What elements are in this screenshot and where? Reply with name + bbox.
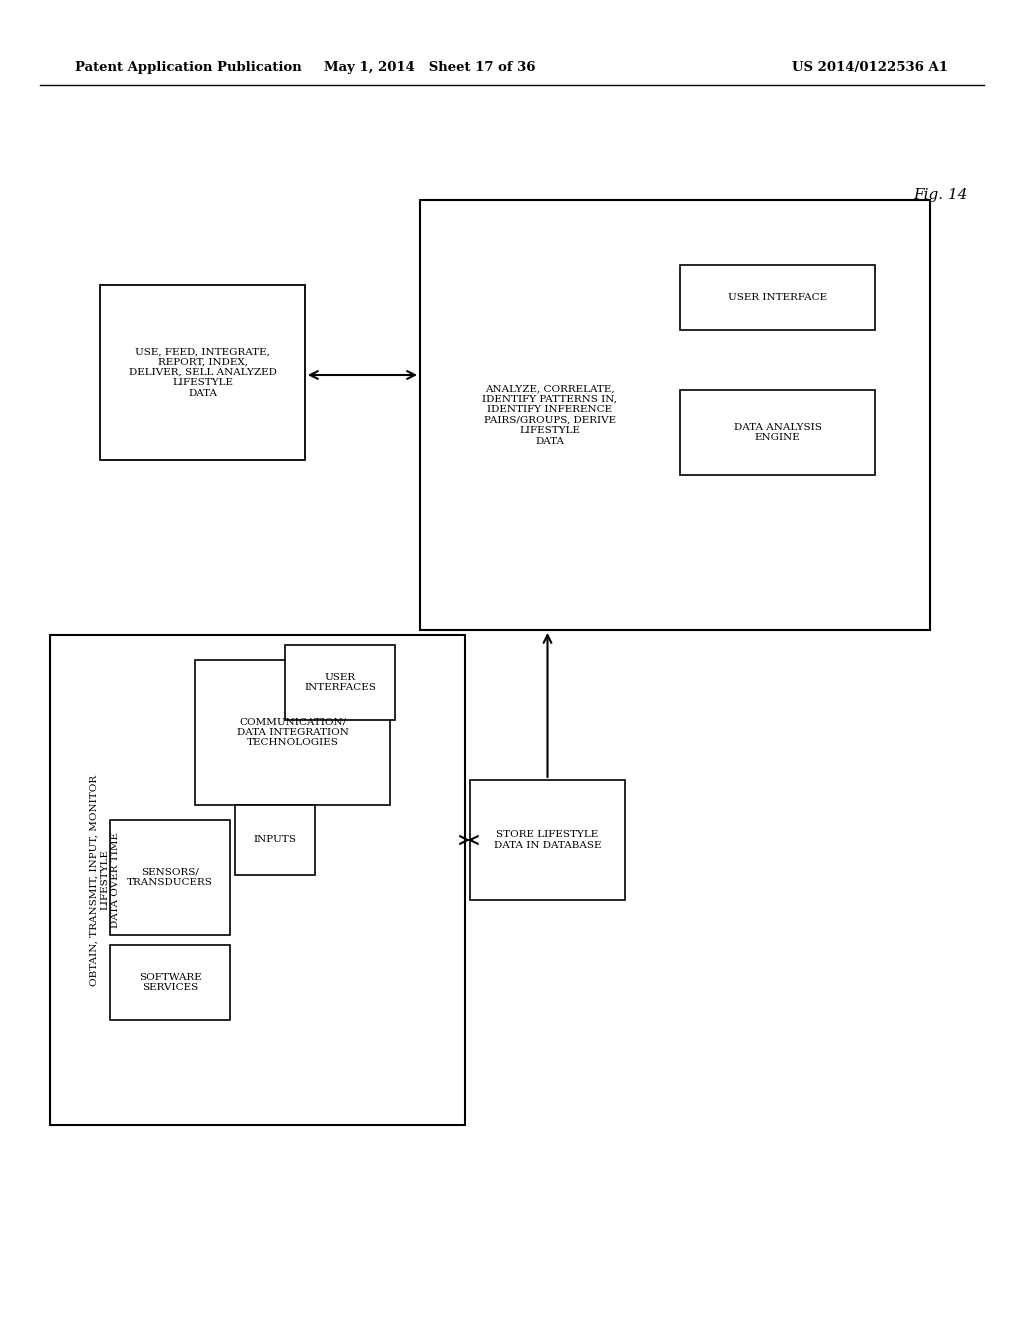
Bar bbox=[680, 389, 874, 475]
Text: DATA ANALYSIS
ENGINE: DATA ANALYSIS ENGINE bbox=[733, 422, 821, 442]
Text: USER
INTERFACES: USER INTERFACES bbox=[304, 673, 376, 692]
Text: STORE LIFESTYLE
DATA IN DATABASE: STORE LIFESTYLE DATA IN DATABASE bbox=[494, 830, 601, 850]
Text: OBTAIN, TRANSMIT, INPUT, MONITOR
LIFESTYLE
DATA OVER TIME: OBTAIN, TRANSMIT, INPUT, MONITOR LIFESTY… bbox=[90, 775, 120, 986]
Text: INPUTS: INPUTS bbox=[254, 836, 296, 845]
Bar bbox=[100, 285, 305, 459]
Bar bbox=[195, 660, 390, 805]
Bar bbox=[420, 201, 930, 630]
Bar bbox=[680, 265, 874, 330]
Text: Patent Application Publication: Patent Application Publication bbox=[75, 62, 302, 74]
Bar bbox=[285, 645, 395, 719]
Text: US 2014/0122536 A1: US 2014/0122536 A1 bbox=[792, 62, 948, 74]
Text: ANALYZE, CORRELATE,
IDENTIFY PATTERNS IN,
IDENTIFY INFERENCE
PAIRS/GROUPS, DERIV: ANALYZE, CORRELATE, IDENTIFY PATTERNS IN… bbox=[482, 384, 617, 446]
Text: Fig. 14: Fig. 14 bbox=[912, 187, 968, 202]
Bar bbox=[110, 945, 230, 1020]
Text: COMMUNICATION/
DATA INTEGRATION
TECHNOLOGIES: COMMUNICATION/ DATA INTEGRATION TECHNOLO… bbox=[237, 718, 348, 747]
Bar bbox=[470, 780, 625, 900]
Text: SENSORS/
TRANSDUCERS: SENSORS/ TRANSDUCERS bbox=[127, 867, 213, 887]
Bar bbox=[110, 820, 230, 935]
Text: USER INTERFACE: USER INTERFACE bbox=[728, 293, 827, 302]
Bar bbox=[234, 805, 315, 875]
Text: SOFTWARE
SERVICES: SOFTWARE SERVICES bbox=[138, 973, 202, 993]
Text: USE, FEED, INTEGRATE,
REPORT, INDEX,
DELIVER, SELL ANALYZED
LIFESTYLE
DATA: USE, FEED, INTEGRATE, REPORT, INDEX, DEL… bbox=[129, 347, 276, 397]
Text: May 1, 2014   Sheet 17 of 36: May 1, 2014 Sheet 17 of 36 bbox=[325, 62, 536, 74]
Bar bbox=[50, 635, 465, 1125]
